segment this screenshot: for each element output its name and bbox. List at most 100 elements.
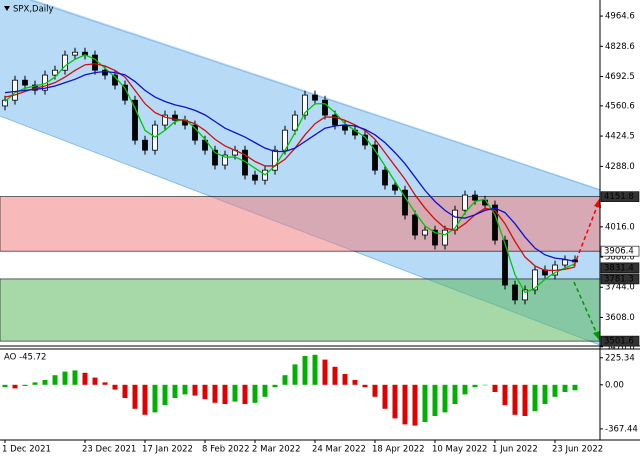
ao-bar <box>502 384 508 406</box>
ao-bar <box>102 382 108 385</box>
ao-bar <box>552 384 558 397</box>
arrow-up-head <box>594 198 601 208</box>
candle-body <box>442 229 448 246</box>
y-tick-label: 4560.6 <box>605 101 635 111</box>
y-tick-label: 4964.6 <box>605 12 635 22</box>
moving-average <box>4 70 576 263</box>
ao-bar <box>472 384 478 388</box>
ao-bar <box>512 384 518 415</box>
price-label-box <box>600 335 640 347</box>
ao-bar <box>522 384 528 416</box>
price-label-box <box>600 191 640 202</box>
ao-bar <box>282 375 288 385</box>
candle-body <box>212 149 218 166</box>
price-label: 3831.4 <box>604 263 634 273</box>
x-tick-label: 1 Dec 2021 <box>2 445 51 455</box>
ao-bar <box>222 384 228 404</box>
ao-bar <box>572 384 578 391</box>
ao-bar <box>322 359 328 385</box>
ao-bar <box>532 384 538 412</box>
candle-body <box>72 51 78 56</box>
ao-bar <box>252 384 258 403</box>
forecast-arrows <box>573 198 601 341</box>
ao-bar <box>542 384 548 404</box>
ao-bar <box>402 384 408 425</box>
price-label-box <box>600 245 640 257</box>
ao-bar <box>42 380 48 385</box>
candle-body <box>102 69 108 76</box>
candle-body <box>432 229 438 246</box>
x-tick-label: 24 Mar 2022 <box>312 445 366 455</box>
candle-body <box>12 79 18 101</box>
ao-bar <box>362 384 368 388</box>
price-label-box <box>600 262 640 274</box>
ao-tick-label: 0.00 <box>605 380 624 390</box>
candle-body <box>132 99 138 141</box>
ao-bar <box>192 384 198 396</box>
candle-body <box>512 284 518 301</box>
ao-bar <box>412 384 418 426</box>
candle-body <box>402 189 408 216</box>
chart-title: SPX,Daily <box>13 5 54 15</box>
y-tick-label: 4828.6 <box>605 42 635 52</box>
symbol-icon <box>4 6 10 11</box>
candle-body <box>532 269 538 291</box>
data-layer <box>2 47 578 305</box>
y-tick-label: 3476.0 <box>605 342 635 352</box>
ao-bar <box>312 354 318 385</box>
ao-bar <box>32 382 38 385</box>
support-zone <box>0 278 601 342</box>
y-tick-label: 4288.0 <box>605 162 635 172</box>
zones-layer <box>0 196 601 342</box>
ao-bar <box>22 384 28 386</box>
candle-body <box>382 169 388 186</box>
ao-bar <box>462 384 468 395</box>
moving-average <box>4 54 576 294</box>
ao-bar <box>342 374 348 385</box>
candle-body <box>2 99 8 107</box>
candle-body <box>162 114 168 126</box>
arrow-down-head <box>593 331 600 341</box>
candle-body <box>252 174 258 181</box>
candle-body <box>522 289 528 301</box>
price-label: 3906.4 <box>604 247 634 257</box>
ao-bar <box>452 384 458 404</box>
ao-bar <box>62 371 68 385</box>
ao-bar <box>12 384 18 389</box>
y-tick-label: 3608.0 <box>605 313 635 323</box>
candle-body <box>52 69 58 76</box>
candle-body <box>22 79 28 86</box>
ao-bar <box>332 366 338 385</box>
candle-body <box>92 54 98 71</box>
x-tick-label: 1 Jun 2022 <box>492 445 538 455</box>
ao-bar <box>122 384 128 398</box>
candle-body <box>302 94 308 116</box>
ao-bar <box>422 384 428 422</box>
candle-body <box>392 184 398 191</box>
candle-body <box>422 229 428 236</box>
y-tick-label: 3880.0 <box>605 253 635 263</box>
ao-bar <box>292 364 298 385</box>
ao-bar <box>82 372 88 385</box>
x-tick-label: 23 Dec 2021 <box>82 445 136 455</box>
ao-bar <box>142 384 148 415</box>
y-tick-label: 4016.0 <box>605 222 635 232</box>
y-tick-label: 4424.5 <box>605 132 635 142</box>
ao-bar <box>72 370 78 385</box>
candle-body <box>312 94 318 101</box>
candle-body <box>372 144 378 171</box>
x-tick-label: 18 Apr 2022 <box>372 445 425 455</box>
candle-body <box>342 124 348 131</box>
ao-bar <box>272 384 278 388</box>
ao-bar <box>212 384 218 403</box>
x-tick-label: 10 May 2022 <box>432 445 487 455</box>
ao-bar <box>372 384 378 397</box>
ao-bar <box>392 384 398 419</box>
ao-bar <box>202 384 208 400</box>
ao-bar <box>162 384 168 406</box>
ao-bar <box>382 384 388 409</box>
ao-bar <box>492 384 498 392</box>
candle-body <box>502 239 508 286</box>
